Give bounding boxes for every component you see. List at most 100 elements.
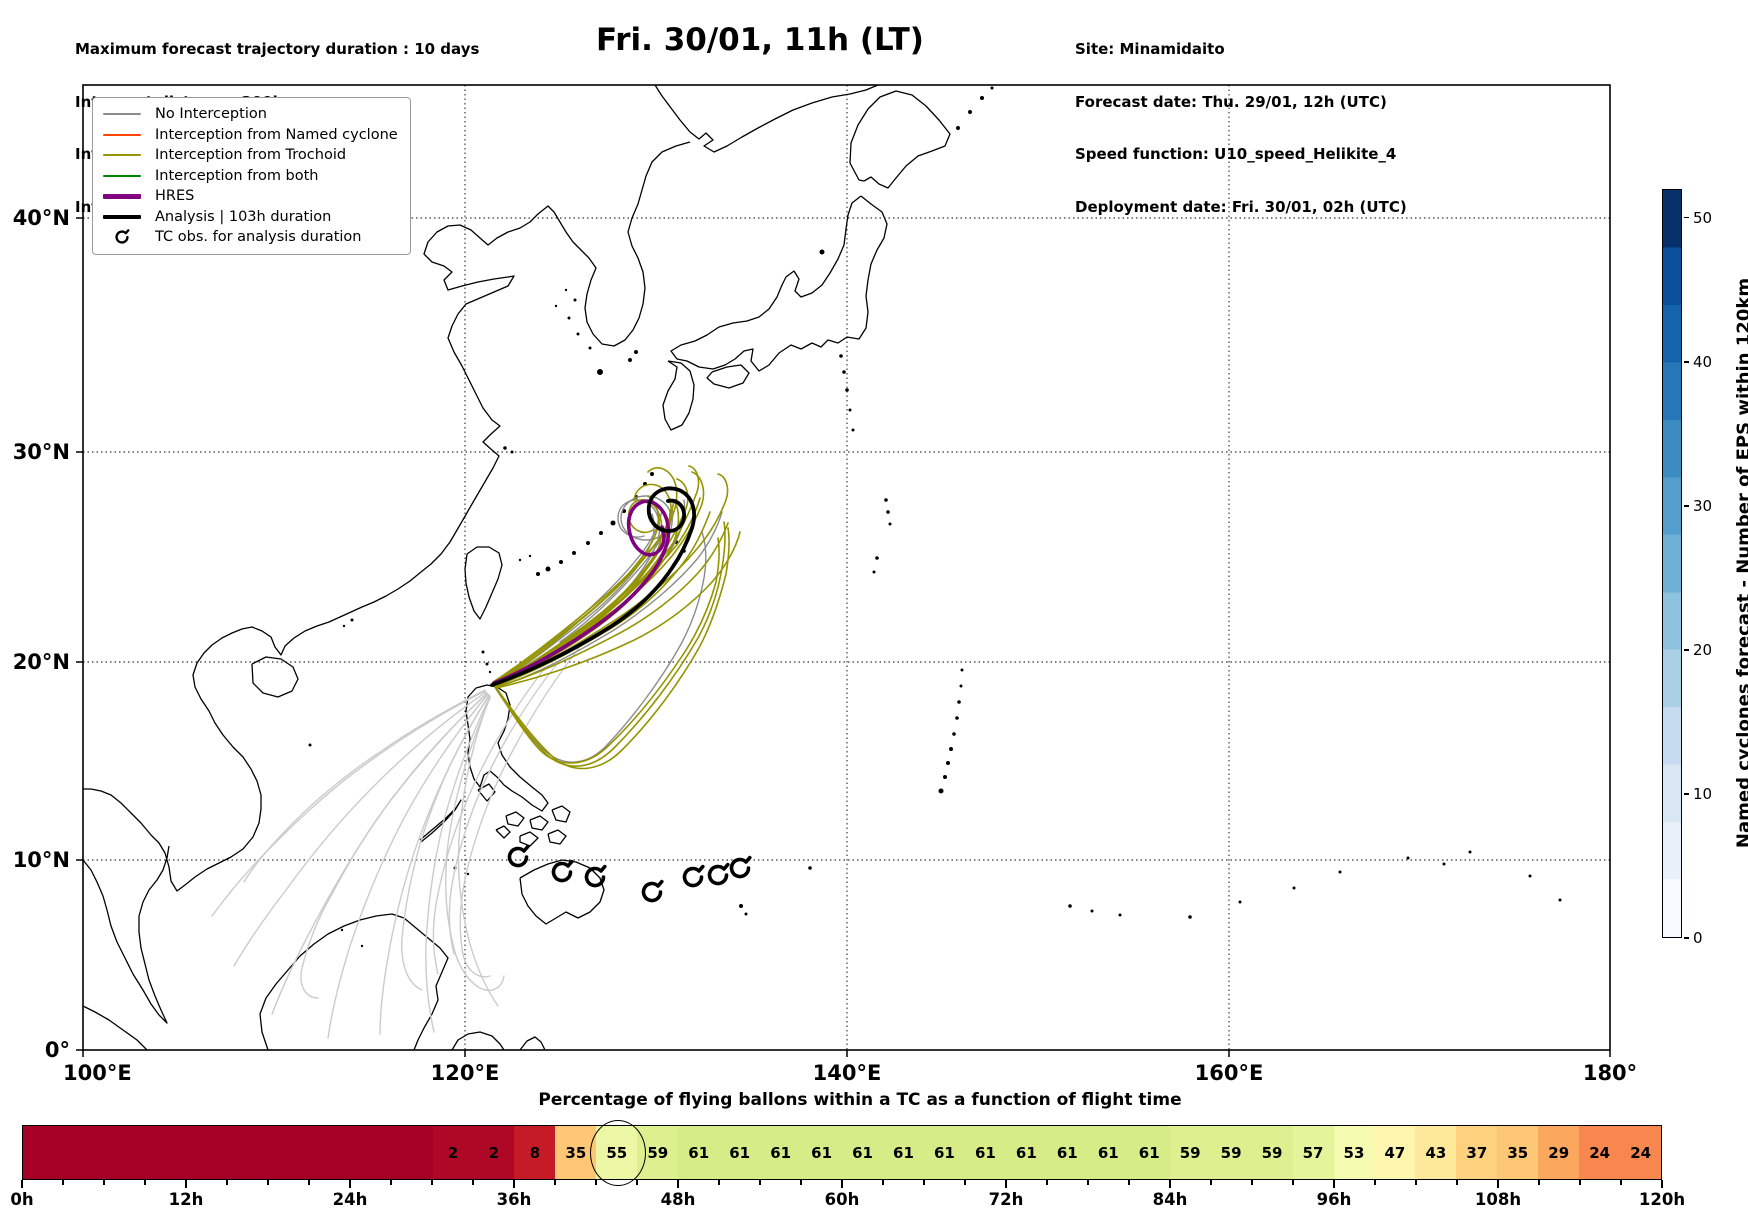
strip-cell xyxy=(227,1126,269,1179)
strip-cell-value: 43 xyxy=(1425,1143,1447,1162)
strip-tick xyxy=(1333,1180,1335,1188)
island-dot xyxy=(586,541,590,545)
legend-item-label: TC obs. for analysis duration xyxy=(155,229,362,246)
colorbar-tick xyxy=(1684,505,1689,507)
trajectory-no-interception xyxy=(425,695,491,1033)
coastline xyxy=(529,815,549,831)
strip-tick xyxy=(1456,1180,1458,1185)
strip-cell: 8 xyxy=(514,1126,556,1179)
island-dot xyxy=(842,370,846,374)
strip-axis-ticks xyxy=(21,1180,1663,1190)
strip-tick xyxy=(1087,1180,1089,1185)
strip-cell-value: 35 xyxy=(565,1143,587,1162)
colorbar-ticklabel: 50 xyxy=(1693,208,1713,227)
coastline xyxy=(464,546,503,620)
legend-item: Interception from Trochoid xyxy=(103,145,398,166)
coastline xyxy=(477,783,496,802)
trajectory-trochoid-interception xyxy=(492,478,689,685)
strip-cell xyxy=(104,1126,146,1179)
legend-item-label: HRES xyxy=(155,188,195,205)
legend-item-label: Interception from both xyxy=(155,167,319,184)
colorbar-ticklabel: 30 xyxy=(1693,496,1713,515)
y-axis-ticklabel: 20°N xyxy=(13,650,70,674)
island-dot xyxy=(872,570,876,574)
strip-tick xyxy=(636,1180,638,1185)
strip-cell-value: 53 xyxy=(1343,1143,1365,1162)
island-dot xyxy=(488,670,492,674)
strip-cell xyxy=(309,1126,351,1179)
tc-obs-symbol xyxy=(729,855,752,879)
strip-cell: 24 xyxy=(1579,1126,1621,1179)
x-axis-ticklabel: 100°E xyxy=(63,1061,132,1085)
strip-tick xyxy=(1497,1180,1499,1188)
x-axis-ticklabel: 160°E xyxy=(1195,1061,1264,1085)
strip-cell-value: 61 xyxy=(688,1143,710,1162)
island-dot xyxy=(572,551,576,555)
island-dot xyxy=(848,408,852,412)
strip-tick xyxy=(882,1180,884,1185)
colorbar-tick xyxy=(1684,937,1689,939)
strip-tick xyxy=(308,1180,310,1185)
tc-obs-symbol xyxy=(641,879,664,903)
island-dot xyxy=(1188,915,1192,919)
island-dot xyxy=(959,684,963,688)
strip-tick xyxy=(103,1180,105,1185)
strip-cell-value: 8 xyxy=(529,1143,541,1162)
strip-cell-value: 61 xyxy=(1056,1143,1078,1162)
island-dot xyxy=(1406,856,1410,860)
island-dot xyxy=(610,520,616,526)
strip-tick xyxy=(1661,1180,1663,1188)
trajectory-no-interception xyxy=(457,696,499,1007)
trajectory-no-interception xyxy=(401,695,490,991)
y-axis-ticklabel: 40°N xyxy=(13,206,70,230)
strip-tick xyxy=(185,1180,187,1188)
strip-ticklabel: 0h xyxy=(10,1190,34,1209)
map-content xyxy=(83,85,1610,1050)
island-dot xyxy=(559,560,563,564)
strip-tick xyxy=(677,1180,679,1188)
strip-cell-value: 29 xyxy=(1548,1143,1570,1162)
trajectory-trochoid-interception xyxy=(494,537,720,764)
strip-cell: 35 xyxy=(1497,1126,1539,1179)
trajectory-trochoid-interception xyxy=(496,527,730,770)
strip-cell xyxy=(23,1126,64,1179)
y-axis-ticklabel: 30°N xyxy=(13,440,70,464)
coastline xyxy=(519,859,605,925)
island-dot xyxy=(956,126,960,130)
legend-item: Interception from both xyxy=(103,166,398,187)
balloon-tc-percentage-strip: 2 2 8 35 55 59 61 61 61 61 61 61 61 61 61 61 61 61 59 59 59 5… xyxy=(22,1125,1662,1180)
strip-cell xyxy=(268,1126,310,1179)
trajectory-no-interception xyxy=(495,531,707,763)
trajectory-trochoid-interception xyxy=(494,471,705,686)
strip-cell: 61 xyxy=(964,1126,1006,1179)
strip-tick xyxy=(144,1180,146,1185)
strip-ticklabel: 84h xyxy=(1152,1190,1188,1209)
island-dot xyxy=(938,788,944,794)
coastline xyxy=(83,141,691,892)
island-dot xyxy=(1090,909,1094,913)
strip-tick xyxy=(267,1180,269,1185)
strip-cell-value: 47 xyxy=(1384,1143,1406,1162)
strip-cell-value: 61 xyxy=(934,1143,955,1162)
island-dot xyxy=(1338,870,1342,874)
map-legend: No Interception Interception from Named c… xyxy=(92,97,411,255)
island-dot xyxy=(819,249,825,255)
max-duration-line: Maximum forecast trajectory duration : 1… xyxy=(75,40,480,58)
trajectory-no-interception xyxy=(243,689,486,883)
deployment-date-line: Deployment date: Fri. 30/01, 02h (UTC) xyxy=(1075,197,1407,216)
coastline xyxy=(670,195,888,372)
tc-obs-symbol xyxy=(507,844,530,868)
legend-line-icon xyxy=(103,174,141,177)
strip-cell-value: 2 xyxy=(447,1143,459,1162)
legend-item: TC obs. for analysis duration xyxy=(103,227,398,248)
strip-cell-value: 61 xyxy=(852,1143,873,1162)
strip-cell: 61 xyxy=(719,1126,761,1179)
trajectory-hres xyxy=(492,499,671,685)
trajectory-trochoid-interception xyxy=(492,467,678,683)
coastline xyxy=(83,1005,148,1050)
strip-tick xyxy=(1128,1180,1130,1185)
trajectory-no-interception xyxy=(327,693,489,1039)
legend-item-label: No Interception xyxy=(155,106,267,123)
